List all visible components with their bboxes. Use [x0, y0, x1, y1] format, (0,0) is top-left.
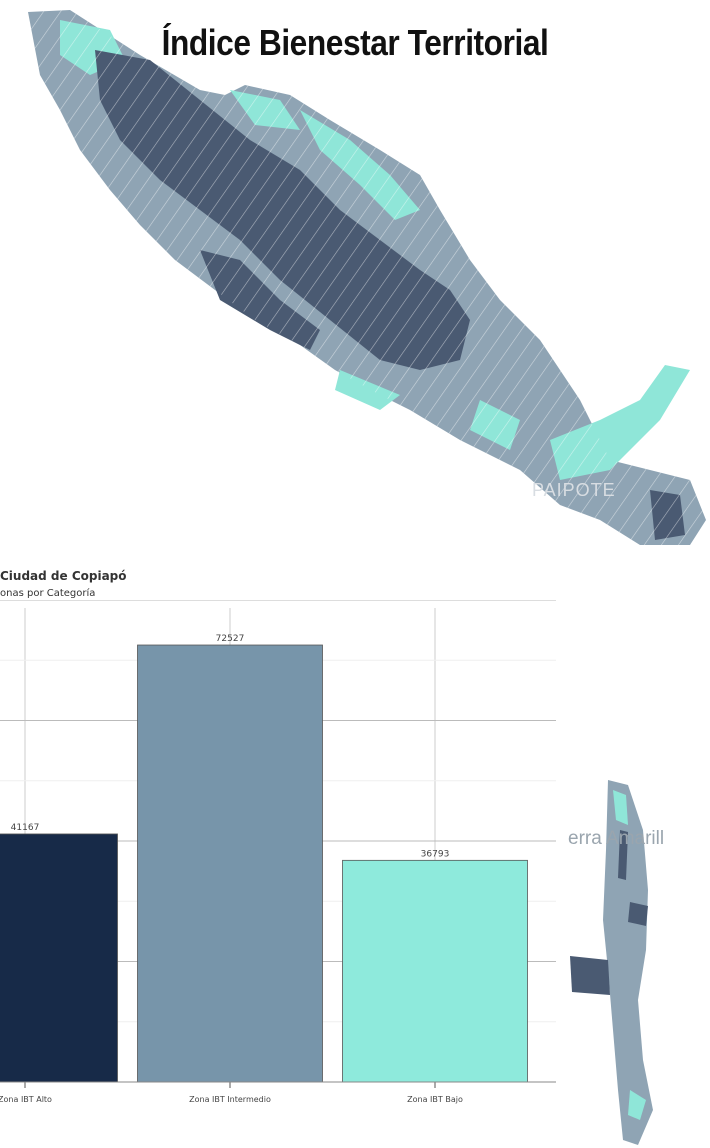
inset-zone-alto — [618, 830, 628, 880]
bar-value-label: 41167 — [11, 823, 40, 833]
page-title: Índice Bienestar Territorial — [161, 22, 549, 63]
locality-label: PAIPOTE — [532, 480, 616, 500]
inset-zone-alto — [570, 956, 610, 995]
bar-2 — [137, 644, 323, 1083]
inset-locality-label: erra Amarill — [568, 828, 665, 849]
bar-value-label: 72527 — [216, 634, 245, 644]
bar-value-label: 36793 — [421, 849, 450, 859]
inset-map — [568, 770, 710, 1148]
x-tick-label: Zona IBT Alto — [0, 1095, 52, 1104]
inset-zone-alto — [628, 902, 648, 926]
bar-3 — [342, 859, 528, 1083]
inset-zone-bajo — [613, 790, 628, 825]
bar-chart: 41167 Zona IBT Alto 72527 Zona IBT Intermed… — [0, 600, 556, 1104]
x-tick-label: Zona IBT Intermedio — [189, 1095, 271, 1104]
bar-1 — [0, 833, 118, 1083]
inset-zone-intermedio — [603, 780, 653, 1145]
x-tick-label: Zona IBT Bajo — [407, 1095, 463, 1104]
chart-subtitle: onas por Categoría — [0, 588, 96, 599]
chart-title: Ciudad de Copiapó — [0, 569, 127, 583]
inset-zone-bajo — [628, 1090, 646, 1120]
ibt-map — [28, 10, 706, 545]
map-zone-bajo — [335, 370, 400, 410]
